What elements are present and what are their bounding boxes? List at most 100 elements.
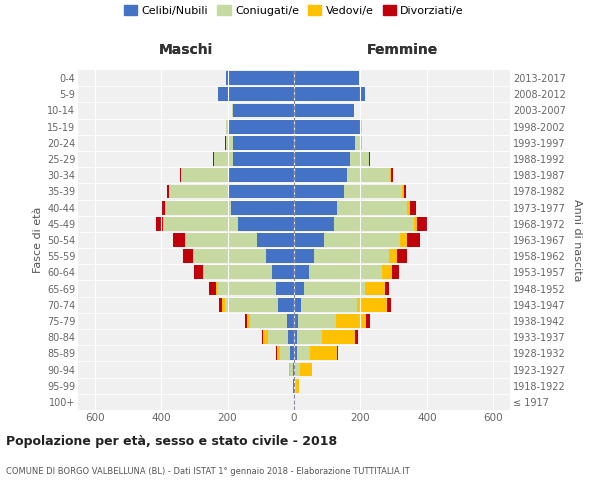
- Y-axis label: Fasce di età: Fasce di età: [32, 207, 43, 273]
- Bar: [166, 200, 231, 214]
- Bar: [357, 298, 387, 312]
- Bar: [276, 346, 277, 360]
- Bar: [227, 120, 294, 134]
- Bar: [304, 282, 365, 296]
- Bar: [262, 330, 263, 344]
- Bar: [288, 330, 294, 344]
- Bar: [389, 250, 397, 263]
- Bar: [226, 120, 227, 134]
- Bar: [402, 184, 404, 198]
- Bar: [294, 379, 295, 392]
- Bar: [266, 250, 294, 263]
- Bar: [194, 266, 203, 280]
- Bar: [245, 314, 247, 328]
- Bar: [410, 200, 416, 214]
- Bar: [290, 346, 294, 360]
- Text: COMUNE DI BORGO VALBELLUNA (BL) - Dati ISTAT 1° gennaio 2018 - Elaborazione TUTT: COMUNE DI BORGO VALBELLUNA (BL) - Dati I…: [6, 468, 410, 476]
- Bar: [226, 71, 294, 85]
- Bar: [204, 266, 272, 280]
- Bar: [295, 379, 296, 392]
- Bar: [294, 217, 334, 230]
- Bar: [209, 282, 216, 296]
- Bar: [310, 346, 337, 360]
- Bar: [296, 379, 299, 392]
- Text: Femmine: Femmine: [367, 44, 437, 58]
- Text: Maschi: Maschi: [159, 44, 213, 58]
- Bar: [194, 250, 266, 263]
- Bar: [294, 120, 361, 134]
- Bar: [290, 362, 293, 376]
- Bar: [193, 250, 194, 263]
- Bar: [272, 266, 294, 280]
- Legend: Celibi/Nubili, Coniugati/e, Vedovi/e, Divorziati/e: Celibi/Nubili, Coniugati/e, Vedovi/e, Di…: [119, 1, 469, 20]
- Bar: [227, 184, 294, 198]
- Bar: [337, 346, 338, 360]
- Bar: [294, 330, 298, 344]
- Bar: [164, 217, 238, 230]
- Bar: [257, 233, 294, 247]
- Bar: [233, 136, 294, 149]
- Bar: [294, 104, 354, 118]
- Bar: [185, 233, 186, 247]
- Bar: [366, 314, 370, 328]
- Bar: [173, 233, 185, 247]
- Text: Popolazione per età, sesso e stato civile - 2018: Popolazione per età, sesso e stato civil…: [6, 435, 337, 448]
- Bar: [277, 346, 280, 360]
- Bar: [294, 298, 301, 312]
- Bar: [294, 362, 295, 376]
- Bar: [214, 152, 233, 166]
- Bar: [294, 314, 298, 328]
- Bar: [337, 200, 407, 214]
- Bar: [397, 250, 407, 263]
- Bar: [301, 298, 357, 312]
- Bar: [294, 136, 355, 149]
- Bar: [182, 250, 193, 263]
- Bar: [276, 282, 294, 296]
- Bar: [231, 200, 294, 214]
- Bar: [294, 184, 344, 198]
- Bar: [407, 200, 410, 214]
- Bar: [263, 330, 268, 344]
- Bar: [294, 266, 309, 280]
- Bar: [385, 282, 389, 296]
- Bar: [350, 152, 369, 166]
- Bar: [218, 282, 276, 296]
- Bar: [294, 71, 359, 85]
- Bar: [336, 314, 366, 328]
- Bar: [287, 314, 294, 328]
- Text: Maschi: Maschi: [159, 44, 213, 58]
- Bar: [417, 217, 427, 230]
- Bar: [298, 330, 322, 344]
- Bar: [391, 168, 392, 182]
- Bar: [233, 104, 294, 118]
- Bar: [226, 136, 233, 149]
- Bar: [294, 168, 347, 182]
- Bar: [365, 282, 385, 296]
- Bar: [225, 298, 278, 312]
- Bar: [289, 362, 290, 376]
- Bar: [186, 233, 257, 247]
- Bar: [294, 282, 304, 296]
- Bar: [222, 298, 225, 312]
- Bar: [344, 184, 402, 198]
- Bar: [294, 200, 337, 214]
- Bar: [169, 184, 227, 198]
- Bar: [314, 250, 389, 263]
- Bar: [162, 200, 165, 214]
- Bar: [294, 88, 365, 101]
- Bar: [361, 120, 362, 134]
- Bar: [322, 330, 355, 344]
- Bar: [294, 250, 314, 263]
- Bar: [296, 346, 310, 360]
- Bar: [229, 168, 294, 182]
- Bar: [280, 346, 290, 360]
- Bar: [404, 184, 406, 198]
- Bar: [278, 298, 294, 312]
- Bar: [387, 298, 391, 312]
- Bar: [216, 282, 218, 296]
- Bar: [382, 266, 392, 280]
- Bar: [180, 168, 181, 182]
- Bar: [167, 184, 169, 198]
- Bar: [294, 152, 350, 166]
- Text: Femmine: Femmine: [367, 44, 437, 58]
